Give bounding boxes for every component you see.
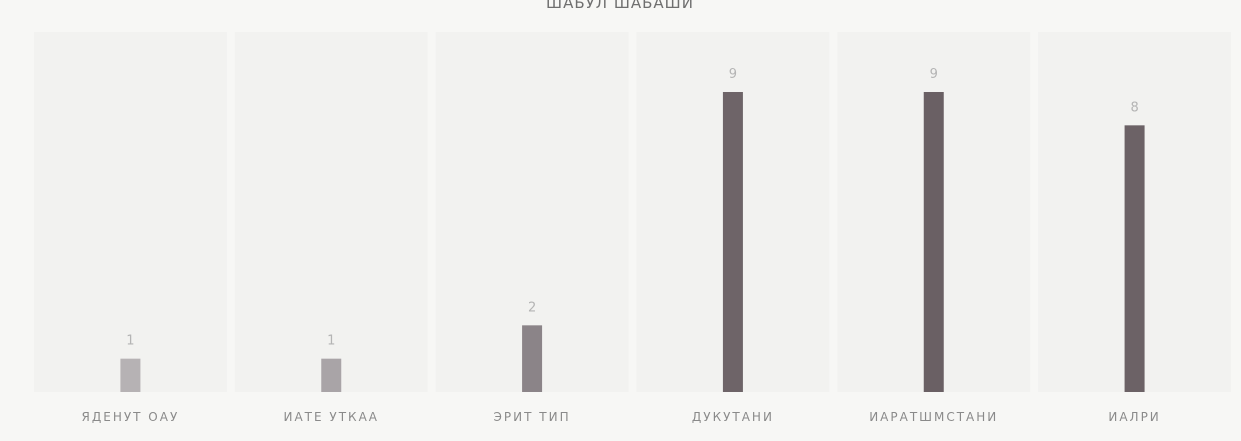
x-tick-label-2: ИАТЕ УТКАА: [284, 410, 380, 424]
x-tick-label-5: ИАРАТШМСТАНИ: [869, 410, 998, 424]
bar-2: [321, 358, 342, 392]
chart-title: ШАБУЛ ШАБАШИ: [546, 0, 694, 12]
bar-4: [722, 92, 743, 392]
data-label-4: 9: [729, 67, 737, 82]
value-labels: 1 1 2 9 9 8: [126, 67, 1138, 349]
category-panels: [34, 32, 1231, 392]
bar-1: [120, 358, 141, 392]
x-tick-label-3: ЭРИТ ТИП: [494, 410, 571, 424]
data-label-5: 9: [930, 67, 938, 82]
bar-3: [522, 325, 543, 392]
category-panel-1: [34, 32, 227, 392]
data-label-3: 2: [528, 300, 536, 315]
x-tick-label-1: ЯДЕНУТ ОАУ: [82, 410, 180, 424]
bar-5: [923, 92, 944, 392]
category-panel-2: [234, 32, 428, 392]
bars: [120, 92, 1145, 392]
data-label-6: 8: [1130, 100, 1138, 115]
x-tick-label-6: ИАЛРИ: [1108, 410, 1160, 424]
data-label-1: 1: [126, 334, 134, 349]
data-label-2: 1: [327, 334, 335, 349]
bar-6: [1124, 125, 1145, 392]
x-tick-labels: ЯДЕНУТ ОАУ ИАТЕ УТКАА ЭРИТ ТИП ДУКУТАНИ ИАРА…: [82, 410, 1160, 424]
x-tick-label-4: ДУКУТАНИ: [692, 410, 774, 424]
